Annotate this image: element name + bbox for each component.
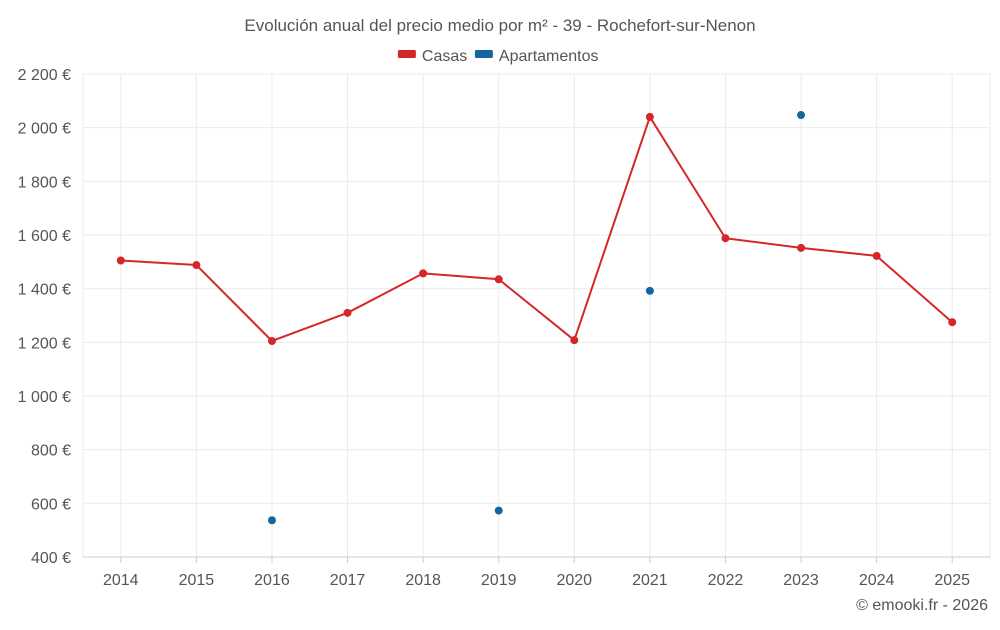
legend-swatch [474,50,493,58]
x-tick-label: 2025 [934,572,970,589]
data-point-casas [494,275,503,284]
data-point-apartamentos [267,516,276,525]
x-tick-label: 2014 [103,572,139,589]
data-point-casas [570,336,579,345]
data-point-casas [797,243,806,252]
data-point-casas [721,234,730,243]
x-tick-label: 2019 [481,572,517,589]
x-tick-label: 2016 [254,572,290,589]
data-point-casas [419,269,428,278]
data-point-casas [645,112,654,121]
x-axis: 2014 2015 2016 2017 2018 2019 2020 2021 2022 2023… [83,556,990,589]
x-tick-label: 2022 [708,572,744,589]
y-tick-label: 800 € [31,443,71,460]
series-line-casas [120,115,953,342]
data-point-casas [948,318,957,327]
x-tick-label: 2018 [405,572,441,589]
x-tick-label: 2020 [556,572,592,589]
series-layer [116,111,957,525]
data-point-casas [872,251,881,260]
x-tick-label: 2024 [859,572,895,589]
legend-swatch [397,50,416,58]
y-tick-label: 400 € [31,550,71,567]
x-tick-label: 2021 [632,572,668,589]
y-axis: 400 € 600 € 800 € 1 000 € 1 200 € 1 400 € 1 60… [18,67,71,567]
data-point-casas [116,256,125,265]
legend-label: Apartamentos [499,48,599,65]
y-tick-label: 2 200 € [18,67,71,84]
legend-label: Casas [422,48,467,65]
data-point-apartamentos [797,111,806,120]
data-point-casas [267,336,276,345]
data-point-casas [192,261,201,270]
chart-title: Evolución anual del precio medio por m² … [244,16,755,35]
y-tick-label: 2 000 € [18,121,71,138]
y-tick-label: 1 800 € [18,174,71,191]
x-tick-label: 2015 [179,572,215,589]
y-tick-label: 1 400 € [18,282,71,299]
data-point-apartamentos [494,506,503,515]
data-point-apartamentos [645,286,654,295]
x-tick-label: 2017 [330,572,366,589]
y-tick-label: 600 € [31,496,71,513]
grid [82,73,991,558]
data-point-casas [343,308,352,317]
y-tick-label: 1 000 € [18,389,71,406]
legend: Casas Apartamentos [397,48,599,65]
y-tick-label: 1 200 € [18,335,71,352]
credit-text: © emooki.fr - 2026 [856,597,988,614]
y-tick-label: 1 600 € [18,228,71,245]
x-tick-label: 2023 [783,572,819,589]
